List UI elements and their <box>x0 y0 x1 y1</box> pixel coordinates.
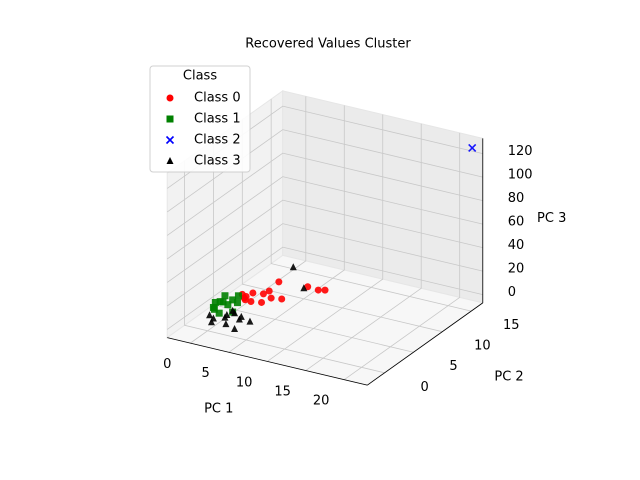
point <box>468 143 477 153</box>
legend-marker <box>166 94 174 102</box>
legend: Class Class 0 Class 1 Class 2 Class 3 <box>149 65 251 173</box>
legend-marker <box>165 135 175 145</box>
point <box>215 309 223 317</box>
x-tick-label: 10 <box>236 375 253 390</box>
point <box>237 312 245 320</box>
point <box>249 289 257 297</box>
legend-label: Class 2 <box>194 133 241 148</box>
point <box>234 292 242 300</box>
grid-line <box>184 160 385 374</box>
z-tick-label: 120 <box>508 144 533 159</box>
point <box>265 287 273 295</box>
grid-line <box>228 105 345 353</box>
y-axis-label: PC 2 <box>494 370 523 385</box>
point <box>222 320 230 328</box>
point <box>206 311 214 319</box>
grid-line <box>166 223 483 307</box>
point <box>278 295 286 303</box>
legend-label: Class 3 <box>194 154 241 169</box>
grid-line <box>166 246 483 330</box>
z-tick-label: 20 <box>508 262 525 277</box>
x-axis <box>167 337 368 386</box>
point <box>321 286 329 294</box>
legend-title: Class <box>183 69 217 84</box>
point <box>221 292 229 300</box>
x-tick-label: 15 <box>274 384 291 399</box>
point <box>207 318 215 326</box>
grid-line <box>166 129 483 213</box>
grid-line <box>166 152 483 236</box>
point <box>229 296 237 304</box>
legend-marker <box>166 157 174 164</box>
point <box>210 305 218 313</box>
z-axis-label: PC 3 <box>537 211 566 226</box>
legend-marker <box>166 115 174 123</box>
point <box>241 296 249 304</box>
point <box>247 298 255 306</box>
x-tick-label: 20 <box>313 394 330 409</box>
y-tick-label: 0 <box>420 380 428 395</box>
grid-line <box>166 176 483 260</box>
y-tick-label: 5 <box>449 359 457 374</box>
point <box>259 290 267 298</box>
point <box>258 298 266 306</box>
x-tick-label: 0 <box>163 357 171 372</box>
x-tick-label: 5 <box>202 366 210 381</box>
y-axis <box>367 302 484 386</box>
legend-label: Class 0 <box>194 91 241 106</box>
point <box>224 301 232 309</box>
point <box>275 278 283 286</box>
point <box>231 309 239 317</box>
point <box>267 294 275 302</box>
grid-line <box>267 114 384 362</box>
z-tick-label: 0 <box>508 285 516 300</box>
point <box>231 324 239 332</box>
point <box>211 298 219 306</box>
point <box>216 298 224 306</box>
point <box>221 313 229 321</box>
y-tick-label: 15 <box>503 318 520 333</box>
grid-line <box>166 199 483 283</box>
point <box>289 263 297 271</box>
z-tick-label: 80 <box>508 191 525 206</box>
chart-title: Recovered Values Cluster <box>245 37 411 52</box>
point <box>246 317 254 325</box>
grid-line <box>343 132 461 381</box>
x-axis-label: PC 1 <box>204 402 233 417</box>
y-tick-label: 10 <box>474 339 491 354</box>
grid-line <box>241 119 443 333</box>
legend-label: Class 1 <box>194 112 241 127</box>
point <box>233 299 241 307</box>
legend-frame <box>149 65 251 173</box>
grid-line <box>270 99 472 312</box>
z-tick-label: 100 <box>508 168 533 183</box>
z-tick-label: 40 <box>508 238 525 253</box>
grid-line <box>305 123 422 371</box>
point <box>314 286 322 294</box>
z-tick-label: 60 <box>508 215 525 230</box>
point <box>300 284 308 292</box>
